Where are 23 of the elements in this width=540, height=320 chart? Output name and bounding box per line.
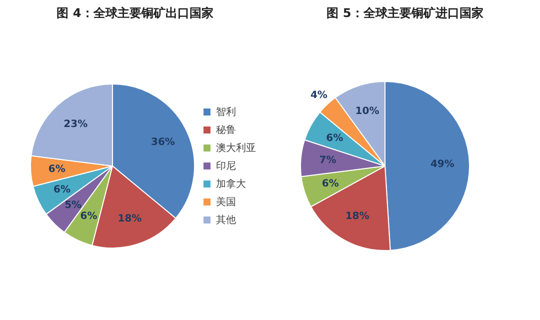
- data-label: 6%: [54, 184, 71, 196]
- legend-label: 秘鲁: [216, 124, 236, 136]
- data-label: 36%: [150, 136, 175, 148]
- data-label: 5%: [64, 200, 82, 212]
- chart-title: 图 4：全球主要铜矿出口国家: [56, 5, 214, 22]
- data-label: 6%: [48, 164, 66, 176]
- data-label: 49%: [430, 158, 454, 170]
- data-label: 6%: [326, 132, 344, 144]
- legend-label: 加拿大: [216, 178, 246, 190]
- legend-label: 其他: [216, 214, 236, 226]
- legend-label: 澳大利亚: [216, 142, 256, 154]
- chart-title: 图 5：全球主要铜矿进口国家: [326, 5, 484, 22]
- data-label: 6%: [322, 178, 339, 190]
- data-label: 18%: [345, 210, 370, 222]
- data-label: 23%: [64, 118, 88, 130]
- legend-label: 印尼: [216, 160, 236, 172]
- data-label: 18%: [118, 214, 142, 225]
- data-label: 10%: [355, 106, 380, 117]
- data-label: 4%: [310, 90, 328, 102]
- legend-label: 智利: [216, 106, 236, 118]
- legend-label: 美国: [216, 196, 236, 208]
- data-label: 7%: [319, 155, 336, 166]
- data-label: 6%: [80, 211, 98, 222]
